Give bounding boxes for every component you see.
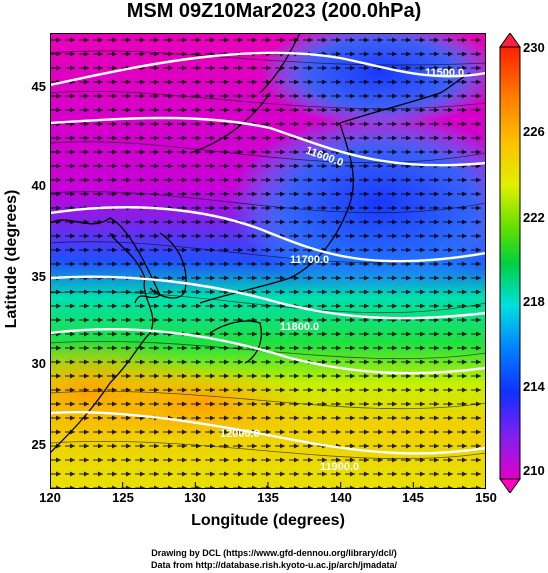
credit-drawing: Drawing by DCL (https://www.gfd-dennou.o… bbox=[151, 548, 397, 558]
x-tick-label: 140 bbox=[330, 490, 352, 505]
x-tick-label: 135 bbox=[257, 490, 279, 505]
colorbar-tick-label: 230 bbox=[523, 40, 545, 55]
credit-data: Data from http://database.rish.kyoto-u.a… bbox=[150, 560, 398, 570]
y-tick-label: 35 bbox=[31, 269, 46, 284]
colorbar-gradient bbox=[499, 46, 521, 480]
colorbar-top-arrow bbox=[499, 33, 521, 48]
contour-label: 11700.0 bbox=[290, 254, 329, 266]
y-axis-label: Latitude (degrees) bbox=[3, 189, 20, 329]
y-tick-label: 30 bbox=[31, 356, 46, 371]
coastlines bbox=[50, 33, 471, 454]
contour-12000 bbox=[50, 411, 486, 455]
colorbar-tick-label: 214 bbox=[523, 379, 545, 394]
colorbar-bottom-arrow bbox=[499, 478, 521, 493]
colorbar bbox=[499, 33, 521, 493]
contour-label: 11900.0 bbox=[320, 461, 359, 473]
colorbar-tick-label: 218 bbox=[523, 294, 545, 309]
contour-11500 bbox=[50, 51, 486, 87]
colorbar-tick-label: 210 bbox=[523, 463, 545, 478]
x-tick-marks bbox=[122, 482, 414, 489]
contour-label: 11500.0 bbox=[425, 67, 464, 79]
x-tick-label: 125 bbox=[112, 490, 134, 505]
y-tick-label: 45 bbox=[31, 79, 46, 94]
contour-11900 bbox=[50, 327, 486, 375]
geopotential-contours bbox=[50, 51, 486, 455]
y-tick-label: 25 bbox=[31, 437, 46, 452]
x-tick-label: 145 bbox=[402, 490, 424, 505]
colorbar-tick-label: 222 bbox=[523, 210, 545, 225]
contour-11600 bbox=[50, 116, 486, 167]
x-tick-label: 150 bbox=[475, 490, 497, 505]
map-plot-area: 11500.0 11600.0 11700.0 11800.0 11900.0 … bbox=[50, 33, 486, 489]
x-tick-label: 120 bbox=[39, 490, 61, 505]
x-axis-label: Longitude (degrees) bbox=[191, 512, 345, 529]
chart-title: MSM 09Z10Mar2023 (200.0hPa) bbox=[126, 0, 422, 22]
colorbar-tick-label: 226 bbox=[523, 124, 545, 139]
contour-label: 11800.0 bbox=[280, 321, 319, 333]
y-tick-label: 40 bbox=[31, 178, 46, 193]
contour-11700 bbox=[50, 206, 486, 263]
x-tick-label: 130 bbox=[184, 490, 206, 505]
contour-11800 bbox=[50, 275, 486, 320]
contour-label: 12000.0 bbox=[220, 428, 260, 440]
